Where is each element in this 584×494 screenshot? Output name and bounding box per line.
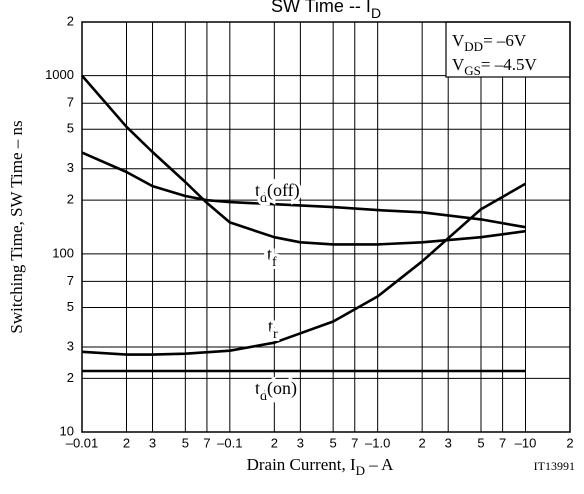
series-label-sub: f xyxy=(272,255,277,270)
annotation-box xyxy=(445,21,571,78)
x-tick-label: 7 xyxy=(499,435,506,450)
x-tick-label: 5 xyxy=(182,435,189,450)
x-tick-label: –0.01 xyxy=(66,435,99,450)
series-label-sub: r xyxy=(273,327,278,342)
y-tick-label: 3 xyxy=(67,160,74,175)
series-line xyxy=(81,74,526,246)
x-axis-label: Drain Current, ID – A xyxy=(247,455,395,478)
x-tick-label: 3 xyxy=(445,435,452,450)
y-tick-label: 10 xyxy=(60,423,74,438)
y-tick-label: 1000 xyxy=(45,67,74,82)
chart-title: SW Time -- ID xyxy=(271,0,381,21)
series-label: td(off) xyxy=(255,180,300,206)
x-tick-label: 3 xyxy=(149,435,156,450)
x-tick-label: –1.0 xyxy=(365,435,390,450)
x-tick-label: 3 xyxy=(297,435,304,450)
series-label-sub: d xyxy=(260,389,267,404)
figure-code: IT13991 xyxy=(534,459,575,473)
y-tick-label: 5 xyxy=(67,121,74,136)
x-tick-label: 7 xyxy=(203,435,210,450)
x-tick-label: 2 xyxy=(271,435,278,450)
x-tick-label: –0.1 xyxy=(217,435,242,450)
series-label-rest: (off) xyxy=(267,180,300,201)
series-label-sub: d xyxy=(260,191,267,206)
x-tick-label: 2 xyxy=(566,435,573,450)
y-tick-label: 2 xyxy=(67,370,74,385)
y-tick-label: 7 xyxy=(67,273,74,288)
series-label-main: t xyxy=(255,378,260,398)
x-tick-label: –10 xyxy=(515,435,537,450)
y-tick-label: 100 xyxy=(52,245,74,260)
x-tick-label: 2 xyxy=(123,435,130,450)
series-line xyxy=(81,151,526,229)
series-label-main: t xyxy=(267,244,272,264)
y-tick-label: 5 xyxy=(67,299,74,314)
series-label: td(on) xyxy=(255,378,297,404)
annotation-vdd: VDD= –6V xyxy=(452,31,527,54)
series-label: tf xyxy=(267,244,277,270)
series-line xyxy=(81,182,527,356)
x-tick-label: 7 xyxy=(351,435,358,450)
series-label-rest: (on) xyxy=(267,378,297,399)
annotation-vgs: VGS= –4.5V xyxy=(452,55,537,78)
y-tick-label: 3 xyxy=(67,338,74,353)
y-tick-label: 7 xyxy=(67,95,74,110)
y-tick-label: 2 xyxy=(67,192,74,207)
series-label: tr xyxy=(268,316,278,342)
x-tick-label: 5 xyxy=(477,435,484,450)
plot-frame xyxy=(81,21,571,433)
series-label-main: t xyxy=(268,316,273,336)
y-axis-label: Switching Time, SW Time – ns xyxy=(7,120,26,333)
y-tick-label: 2 xyxy=(67,13,74,28)
x-tick-label: 2 xyxy=(419,435,426,450)
series-label-main: t xyxy=(255,180,260,200)
x-tick-label: 5 xyxy=(330,435,337,450)
